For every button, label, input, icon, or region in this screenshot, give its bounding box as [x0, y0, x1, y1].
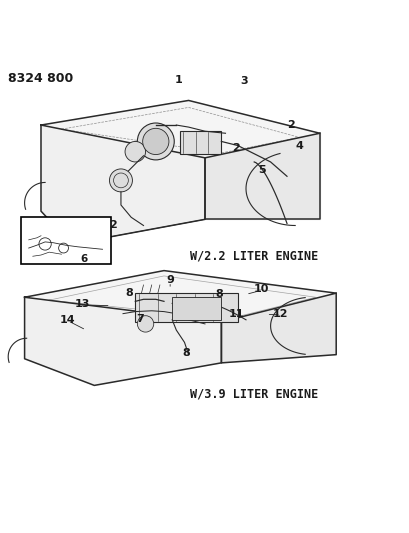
- Text: W/2.2 LITER ENGINE: W/2.2 LITER ENGINE: [190, 250, 317, 263]
- Circle shape: [142, 128, 169, 155]
- Polygon shape: [41, 125, 205, 244]
- Text: 1: 1: [174, 75, 182, 85]
- Text: 12: 12: [272, 309, 288, 319]
- Text: 14: 14: [60, 315, 75, 325]
- Bar: [135, 293, 237, 322]
- FancyBboxPatch shape: [180, 131, 221, 154]
- Text: 4: 4: [294, 141, 303, 150]
- Text: 2: 2: [109, 220, 116, 230]
- Bar: [172, 297, 221, 320]
- Text: 8: 8: [182, 348, 190, 358]
- Text: 5: 5: [258, 165, 265, 175]
- Text: 2: 2: [287, 120, 294, 130]
- Circle shape: [109, 169, 132, 192]
- Text: W/3.9 LITER ENGINE: W/3.9 LITER ENGINE: [190, 387, 317, 400]
- Text: 10: 10: [253, 284, 269, 294]
- Circle shape: [137, 316, 153, 332]
- Text: 8: 8: [125, 288, 133, 298]
- Circle shape: [125, 141, 145, 162]
- Text: 6: 6: [80, 254, 87, 264]
- Text: 8: 8: [215, 289, 222, 300]
- Circle shape: [137, 123, 174, 160]
- Text: 13: 13: [74, 299, 90, 309]
- Text: 8324 800: 8324 800: [8, 72, 73, 85]
- Polygon shape: [221, 293, 335, 363]
- Polygon shape: [41, 100, 319, 158]
- Text: 7: 7: [136, 314, 144, 324]
- Polygon shape: [25, 297, 221, 385]
- Text: 2: 2: [231, 143, 239, 152]
- Polygon shape: [204, 133, 319, 220]
- Text: 9: 9: [166, 274, 174, 285]
- Text: 11: 11: [228, 309, 244, 319]
- Text: 3: 3: [240, 76, 247, 86]
- Bar: [20, 217, 110, 264]
- Polygon shape: [25, 271, 335, 322]
